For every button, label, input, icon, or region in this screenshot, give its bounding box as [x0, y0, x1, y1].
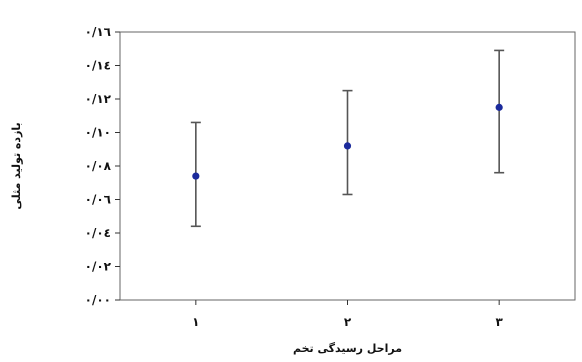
y-tick-label: ۰/۰۸	[85, 159, 112, 173]
y-tick-label: ۰/۱۰	[85, 126, 111, 140]
y-tick-label: ۰/۰۰	[85, 293, 111, 307]
data-point	[495, 103, 503, 111]
y-tick-label: ۰/۱٦	[85, 25, 111, 39]
x-axis-title: مراحل رسیدگی تخم	[293, 342, 402, 355]
x-tick-label: ۲	[344, 315, 352, 329]
data-points	[192, 103, 503, 180]
y-axis-title: بازده تولید مثلی	[10, 122, 23, 209]
y-tick-label: ۰/۰٦	[85, 193, 111, 207]
x-tick-label: ۳	[496, 315, 504, 329]
y-axis: ۰/۰۰ ۰/۰۲ ۰/۰٤ ۰/۰٦ ۰/۰۸ ۰/۱۰ ۰/۱۲ ۰/۱٤ ۰/۱٦	[85, 25, 120, 307]
y-tick-label: ۰/۱۲	[85, 92, 112, 106]
x-axis: ۱ ۲ ۳	[192, 300, 504, 329]
data-point	[192, 172, 200, 180]
x-tick-label: ۱	[192, 315, 199, 329]
y-tick-label: ۰/۰٤	[85, 226, 111, 240]
y-tick-label: ۰/۱٤	[85, 59, 111, 73]
errorbars	[190, 49, 505, 228]
y-tick-label: ۰/۰۲	[85, 260, 112, 274]
data-point	[343, 142, 352, 150]
